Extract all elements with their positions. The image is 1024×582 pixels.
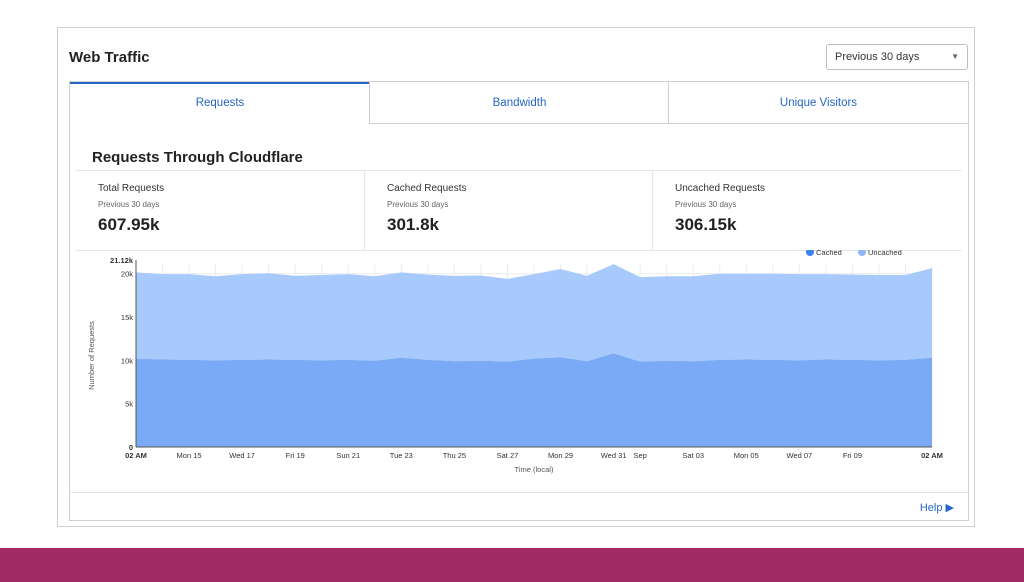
y-tick-label: 20k bbox=[121, 270, 133, 279]
stat-uncached-requests: Uncached Requests Previous 30 days 306.1… bbox=[652, 171, 962, 250]
traffic-panel: Requests Bandwidth Unique Visitors Reque… bbox=[69, 81, 969, 521]
card-title: Web Traffic bbox=[69, 49, 150, 66]
tab-requests[interactable]: Requests bbox=[70, 82, 370, 124]
x-tick-label: Mon 05 bbox=[734, 451, 759, 460]
y-tick-label: 0 bbox=[129, 443, 133, 452]
x-tick-label: 02 AM bbox=[921, 451, 943, 460]
x-tick-label: Wed 31 bbox=[601, 451, 627, 460]
stat-value: 607.95k bbox=[98, 215, 160, 234]
legend-swatch-uncached bbox=[858, 250, 866, 256]
x-tick-label: 02 AM bbox=[125, 451, 147, 460]
x-tick-label: Wed 17 bbox=[229, 451, 255, 460]
tab-bandwidth[interactable]: Bandwidth bbox=[369, 82, 669, 124]
requests-chart: 0 5k 10k 15k 20k 21.12k Number of Requests 02 A… bbox=[87, 250, 943, 474]
x-tick-label: Wed 07 bbox=[786, 451, 812, 460]
stat-period: Previous 30 days bbox=[387, 200, 449, 209]
stat-total-requests: Total Requests Previous 30 days 607.95k bbox=[76, 171, 364, 250]
stat-cached-requests: Cached Requests Previous 30 days 301.8k bbox=[364, 171, 652, 250]
stat-period: Previous 30 days bbox=[98, 200, 160, 209]
stat-label: Cached Requests bbox=[387, 183, 467, 194]
x-tick-label: Mon 15 bbox=[177, 451, 202, 460]
x-axis-title: Time (local) bbox=[515, 465, 554, 474]
help-link[interactable]: Help ▶ bbox=[920, 501, 954, 514]
stat-value: 306.15k bbox=[675, 215, 737, 234]
y-tick-label: 15k bbox=[121, 313, 133, 322]
stats-row: Total Requests Previous 30 days 607.95k … bbox=[76, 170, 962, 251]
x-tick-label: Tue 23 bbox=[390, 451, 413, 460]
help-label: Help bbox=[919, 502, 943, 514]
x-tick-label: Sep bbox=[633, 451, 646, 460]
x-tick-label: Sat 27 bbox=[497, 451, 519, 460]
x-tick-label: Sun 21 bbox=[336, 451, 360, 460]
y-tick-label: 21.12k bbox=[110, 256, 134, 265]
cached-area bbox=[136, 353, 932, 447]
stat-label: Uncached Requests bbox=[675, 183, 766, 194]
uncached-area bbox=[136, 264, 932, 362]
stat-label: Total Requests bbox=[98, 183, 165, 194]
date-range-select[interactable]: Previous 30 days ▼ bbox=[826, 44, 968, 70]
y-tick-label: 10k bbox=[121, 356, 133, 365]
caret-right-icon: ▶ bbox=[945, 502, 954, 514]
legend-swatch-cached bbox=[806, 250, 814, 256]
web-traffic-card: Web Traffic Previous 30 days ▼ Requests … bbox=[57, 27, 975, 527]
x-tick-label: Thu 25 bbox=[443, 451, 466, 460]
y-axis-title: Number of Requests bbox=[87, 321, 96, 390]
date-range-value: Previous 30 days bbox=[835, 51, 920, 63]
section-title: Requests Through Cloudflare bbox=[92, 149, 303, 166]
tab-bar: Requests Bandwidth Unique Visitors bbox=[70, 82, 968, 124]
legend-label-cached: Cached bbox=[816, 250, 842, 257]
y-tick-label: 5k bbox=[125, 400, 133, 409]
stat-period: Previous 30 days bbox=[675, 200, 737, 209]
tab-unique-visitors[interactable]: Unique Visitors bbox=[668, 82, 968, 124]
brand-band bbox=[0, 548, 1024, 582]
chevron-down-icon: ▼ bbox=[951, 52, 959, 61]
stat-value: 301.8k bbox=[387, 215, 439, 234]
legend-label-uncached: Uncached bbox=[868, 250, 902, 257]
footer-divider bbox=[70, 492, 968, 493]
x-tick-label: Fri 09 bbox=[843, 451, 862, 460]
x-tick-label: Sat 03 bbox=[682, 451, 704, 460]
x-tick-label: Mon 29 bbox=[548, 451, 573, 460]
x-tick-label: Fri 19 bbox=[286, 451, 305, 460]
